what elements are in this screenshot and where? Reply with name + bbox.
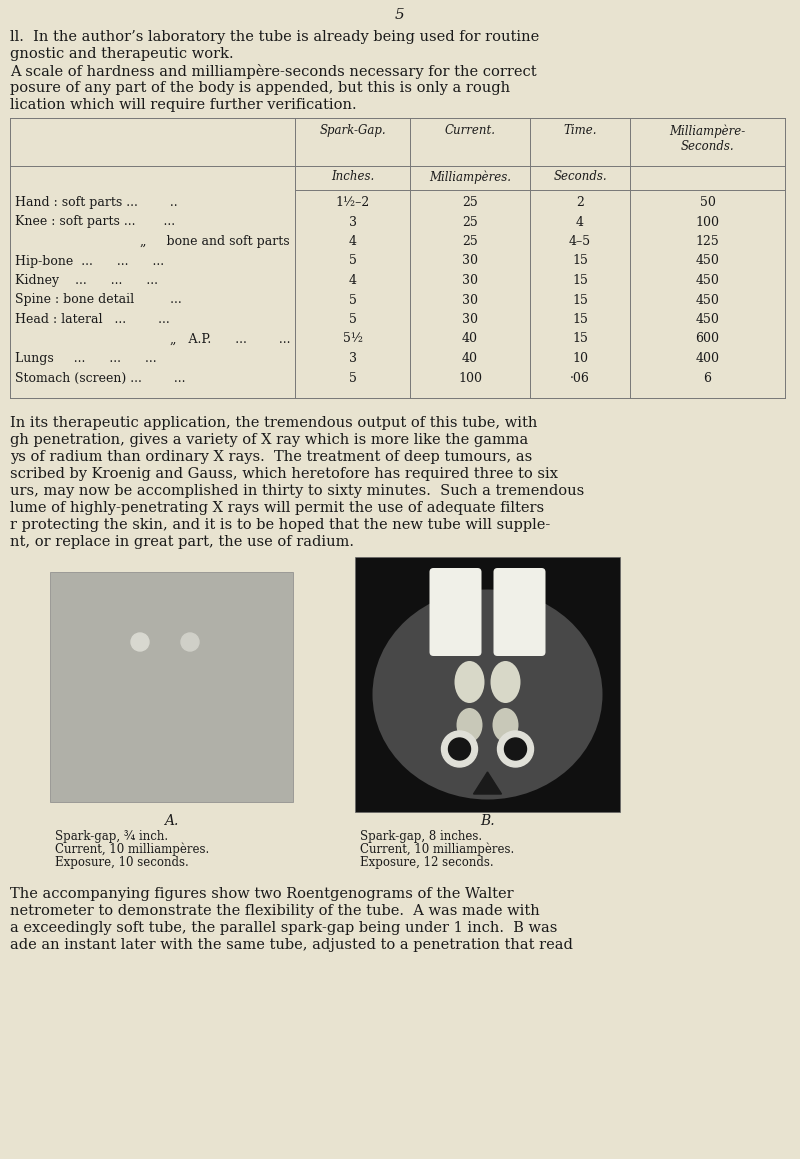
Text: 2: 2 [576,196,584,209]
Text: 30: 30 [462,313,478,326]
Text: Milliampères.: Milliampères. [429,170,511,183]
Text: 15: 15 [572,274,588,287]
Circle shape [181,633,199,651]
Text: Exposure, 10 seconds.: Exposure, 10 seconds. [55,857,189,869]
Text: Hip-bone  ...      ...      ...: Hip-bone ... ... ... [15,255,164,268]
Text: ade an instant later with the same tube, adjusted to a penetration that read: ade an instant later with the same tube,… [10,938,573,952]
Text: Spark-Gap.: Spark-Gap. [319,124,386,137]
Text: r protecting the skin, and it is to be hoped that the new tube will supple-: r protecting the skin, and it is to be h… [10,518,550,532]
Text: 40: 40 [462,333,478,345]
Text: 15: 15 [572,293,588,306]
Text: 15: 15 [572,255,588,268]
Text: gnostic and therapeutic work.: gnostic and therapeutic work. [10,48,234,61]
Text: Knee : soft parts ...       ...: Knee : soft parts ... ... [15,216,175,228]
Text: The accompanying figures show two Roentgenograms of the Walter: The accompanying figures show two Roentg… [10,887,514,901]
Ellipse shape [493,708,518,742]
Text: Hand : soft parts ...        ..: Hand : soft parts ... .. [15,196,178,209]
Text: 6: 6 [703,372,711,385]
Text: lume of highly-penetrating X rays will permit the use of adequate filters: lume of highly-penetrating X rays will p… [10,501,544,515]
Polygon shape [474,772,502,794]
Text: Kidney    ...      ...      ...: Kidney ... ... ... [15,274,158,287]
Ellipse shape [457,708,482,742]
Text: ys of radium than ordinary X rays.  The treatment of deep tumours, as: ys of radium than ordinary X rays. The t… [10,450,532,464]
Text: „   A.P.      ...        ...: „ A.P. ... ... [170,333,290,345]
Text: 40: 40 [462,352,478,365]
Ellipse shape [490,661,521,704]
Text: 5½: 5½ [342,333,362,345]
FancyBboxPatch shape [494,568,546,656]
Text: 1½–2: 1½–2 [335,196,370,209]
Circle shape [131,633,149,651]
Text: Current, 10 milliampères.: Current, 10 milliampères. [360,843,514,857]
Text: Milliampère-
Seconds.: Milliampère- Seconds. [670,124,746,153]
Text: 10: 10 [572,352,588,365]
Text: 15: 15 [572,313,588,326]
Text: ll.  In the author’s laboratory the tube is already being used for routine: ll. In the author’s laboratory the tube … [10,30,539,44]
Text: 3: 3 [349,216,357,228]
Text: 450: 450 [695,293,719,306]
Text: 450: 450 [695,274,719,287]
Text: Stomach (screen) ...        ...: Stomach (screen) ... ... [15,372,186,385]
Ellipse shape [454,661,485,704]
Text: 30: 30 [462,255,478,268]
Text: 100: 100 [458,372,482,385]
Text: Spine : bone detail         ...: Spine : bone detail ... [15,293,182,306]
Text: Inches.: Inches. [331,170,374,183]
Text: 15: 15 [572,333,588,345]
Text: 4: 4 [576,216,584,228]
Text: 50: 50 [699,196,715,209]
Bar [355,557,620,812]
Text: 600: 600 [695,333,719,345]
Text: 400: 400 [695,352,719,365]
Text: 5: 5 [349,313,357,326]
Text: posure of any part of the body is appended, but this is only a rough: posure of any part of the body is append… [10,81,510,95]
Text: B.: B. [480,814,495,828]
Text: A scale of hardness and milliampère-seconds necessary for the correct: A scale of hardness and milliampère-seco… [10,64,537,79]
Text: 5: 5 [349,293,357,306]
Ellipse shape [373,590,602,800]
Text: Time.: Time. [563,124,597,137]
Text: 450: 450 [695,313,719,326]
Text: 100: 100 [695,216,719,228]
Text: nt, or replace in great part, the use of radium.: nt, or replace in great part, the use of… [10,535,354,549]
Text: Lungs     ...      ...      ...: Lungs ... ... ... [15,352,157,365]
Bar [50,573,293,802]
Text: lication which will require further verification.: lication which will require further veri… [10,99,357,112]
Text: 25: 25 [462,235,478,248]
Text: A.: A. [164,814,178,828]
Text: Current.: Current. [445,124,495,137]
Text: 30: 30 [462,274,478,287]
Text: 4: 4 [349,235,357,248]
Text: urs, may now be accomplished in thirty to sixty minutes.  Such a tremendous: urs, may now be accomplished in thirty t… [10,484,584,498]
Circle shape [498,731,534,767]
Text: netrometer to demonstrate the flexibility of the tube.  A was made with: netrometer to demonstrate the flexibilit… [10,904,540,918]
Text: 125: 125 [696,235,719,248]
Text: a exceedingly soft tube, the parallel spark-gap being under 1 inch.  B was: a exceedingly soft tube, the parallel sp… [10,921,558,935]
Text: 3: 3 [349,352,357,365]
Text: 450: 450 [695,255,719,268]
Text: Head : lateral   ...        ...: Head : lateral ... ... [15,313,170,326]
Text: 4: 4 [349,274,357,287]
Text: Spark-gap, 8 inches.: Spark-gap, 8 inches. [360,830,482,843]
Text: 25: 25 [462,216,478,228]
Text: Exposure, 12 seconds.: Exposure, 12 seconds. [360,857,494,869]
Text: 25: 25 [462,196,478,209]
Text: In its therapeutic application, the tremendous output of this tube, with: In its therapeutic application, the trem… [10,416,538,430]
Text: ·06: ·06 [570,372,590,385]
Text: „     bone and soft parts: „ bone and soft parts [140,235,290,248]
Circle shape [442,731,478,767]
Text: gh penetration, gives a variety of X ray which is more like the gamma: gh penetration, gives a variety of X ray… [10,433,528,447]
Text: 5: 5 [349,372,357,385]
Text: Current, 10 milliampères.: Current, 10 milliampères. [55,843,210,857]
FancyBboxPatch shape [430,568,482,656]
Text: scribed by Kroenig and Gauss, which heretofore has required three to six: scribed by Kroenig and Gauss, which here… [10,467,558,481]
Text: 4–5: 4–5 [569,235,591,248]
Text: 30: 30 [462,293,478,306]
Text: Seconds.: Seconds. [553,170,607,183]
Circle shape [505,738,526,760]
Text: 5: 5 [349,255,357,268]
Circle shape [449,738,470,760]
Text: Spark-gap, ¾ inch.: Spark-gap, ¾ inch. [55,830,168,843]
Text: 5: 5 [395,8,405,22]
